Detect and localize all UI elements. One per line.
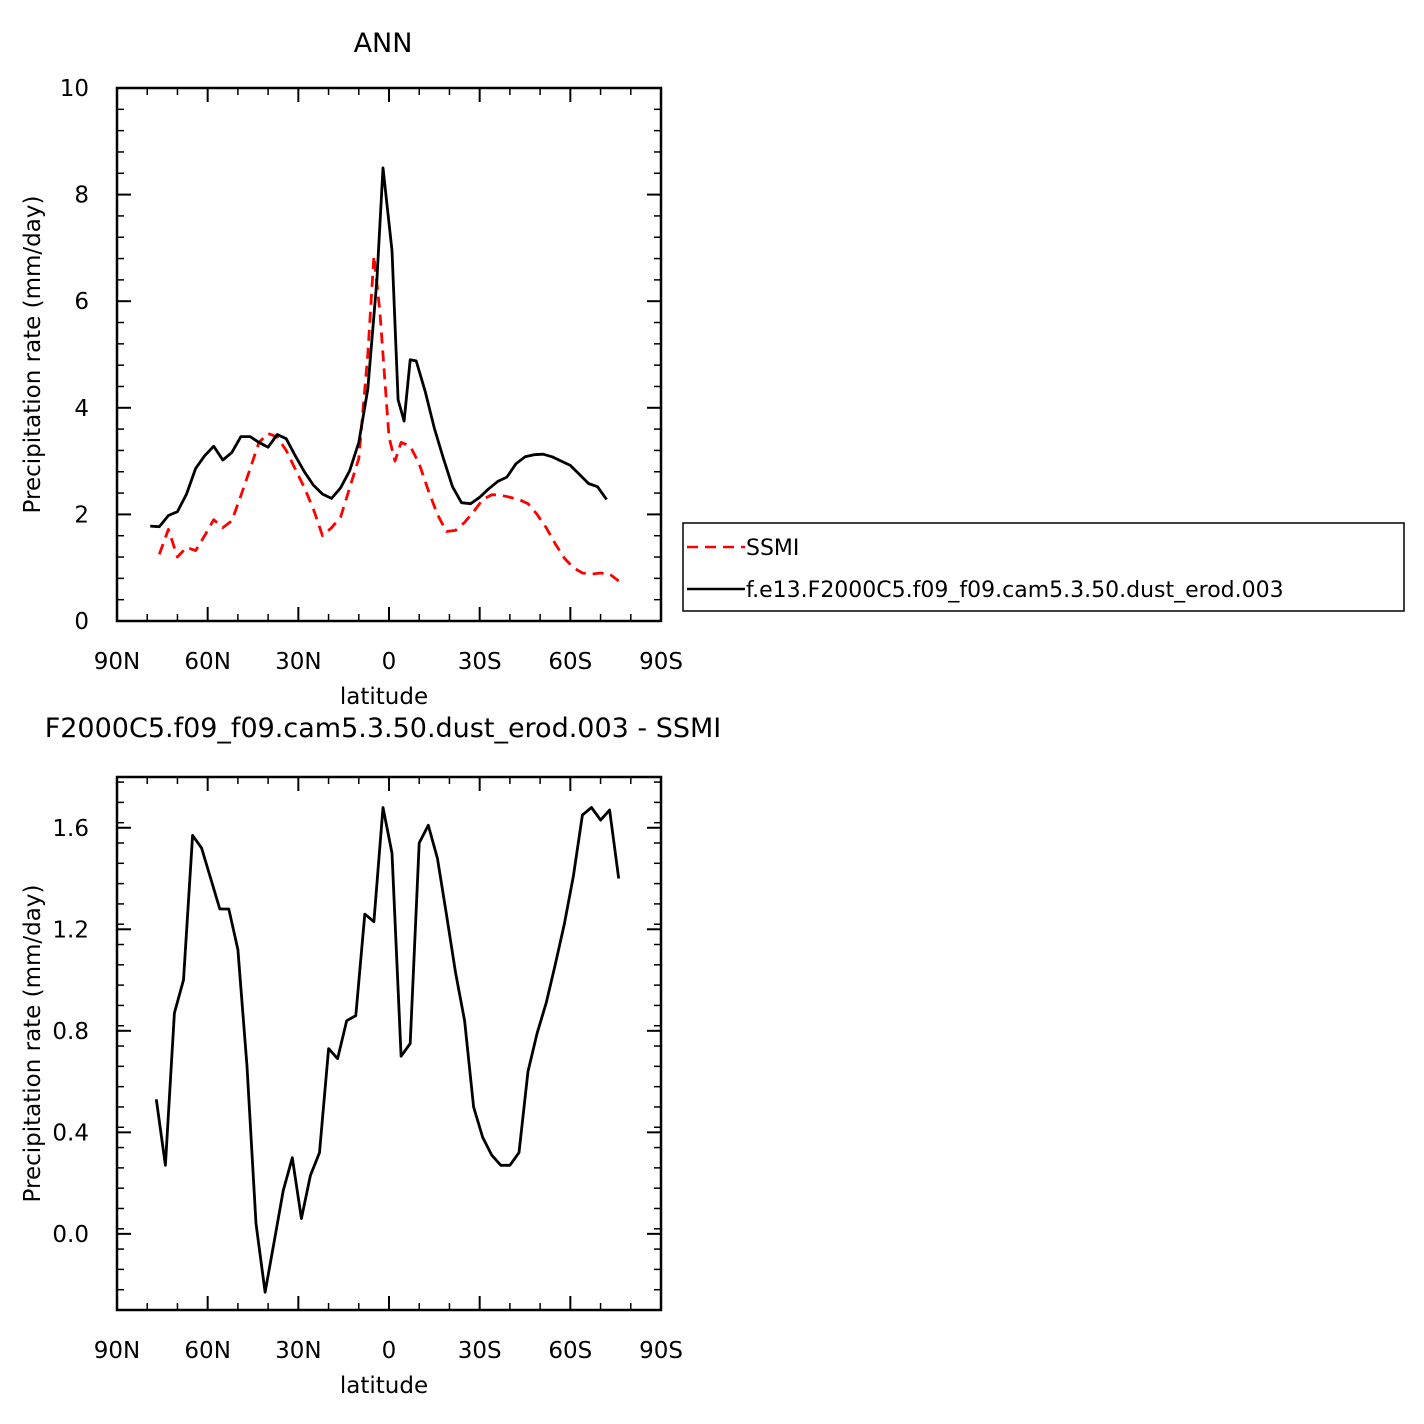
x-axis-label: latitude — [340, 1373, 428, 1399]
y-tick-label: 6 — [74, 289, 89, 315]
y-tick-label: 4 — [74, 396, 89, 422]
legend: SSMI f.e13.F2000C5.f09_f09.cam5.3.50.dust… — [682, 522, 1405, 612]
x-tick-label: 60S — [548, 649, 592, 675]
x-tick-label: 0 — [382, 1338, 397, 1364]
y-tick-label: 0.4 — [52, 1120, 89, 1146]
x-tick-label: 30S — [458, 649, 502, 675]
x-tick-label: 90S — [639, 649, 683, 675]
x-tick-label: 90N — [94, 1338, 140, 1364]
x-tick-label: 30N — [275, 649, 321, 675]
plot-frame — [115, 86, 663, 623]
chart-1: ANN 90N 60N 30N 0 30S 60S 90S 0 2 4 6 8 10 latitude Pre… — [20, 28, 1405, 710]
series-line-1 — [154, 806, 621, 1294]
x-tick-label: 60N — [184, 1338, 230, 1364]
series-line-1 — [157, 254, 620, 583]
y-tick-label: 1.2 — [52, 917, 89, 943]
y-tick-label: 0.0 — [52, 1222, 89, 1248]
x-axis-label: latitude — [340, 684, 428, 710]
legend-label: SSMI — [746, 536, 799, 561]
chart-2: F2000C5.f09_f09.cam5.3.50.dust_erod.003 … — [20, 713, 721, 1399]
y-tick-label: 8 — [74, 183, 89, 209]
x-tick-label: 60N — [184, 649, 230, 675]
x-tick-label: 90N — [94, 649, 140, 675]
series-line-2 — [150, 166, 608, 529]
legend-box — [682, 522, 1405, 612]
y-axis-label: Precipitation rate (mm/day) — [20, 196, 46, 514]
x-tick-label: 60S — [548, 1338, 592, 1364]
x-tick-label: 90S — [639, 1338, 683, 1364]
x-tick-label: 30S — [458, 1338, 502, 1364]
y-axis-label: Precipitation rate (mm/day) — [20, 885, 46, 1203]
plot-frame — [115, 775, 663, 1312]
y-tick-label: 0 — [74, 609, 89, 635]
chart-title: ANN — [354, 28, 413, 59]
y-tick-label: 10 — [60, 76, 89, 102]
y-tick-label: 0.8 — [52, 1019, 89, 1045]
legend-label: f.e13.F2000C5.f09_f09.cam5.3.50.dust_ero… — [746, 578, 1284, 603]
y-tick-label: 2 — [74, 502, 89, 528]
x-tick-label: 30N — [275, 1338, 321, 1364]
y-tick-label: 1.6 — [52, 816, 89, 842]
x-tick-label: 0 — [382, 649, 397, 675]
chart-title: F2000C5.f09_f09.cam5.3.50.dust_erod.003 … — [45, 713, 722, 744]
